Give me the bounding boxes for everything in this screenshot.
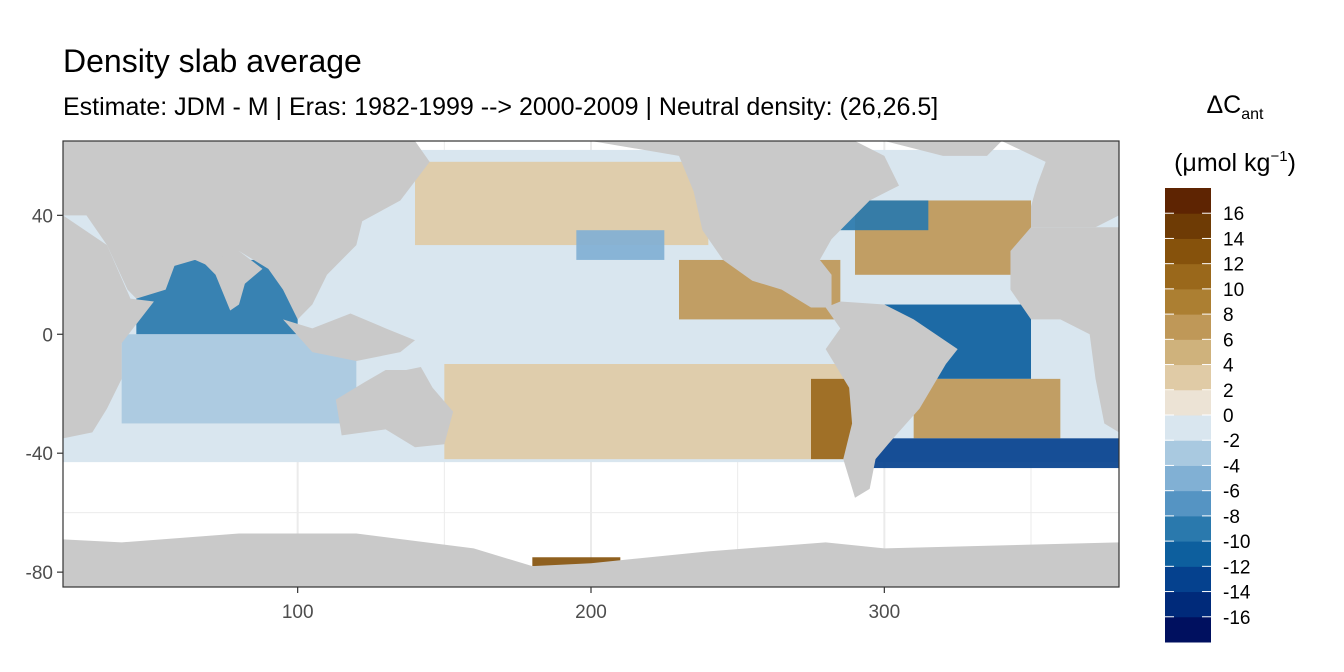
colorbar-bin <box>1165 288 1211 315</box>
colorbar: 16 14 12 10 8 6 4 2 0 -2 -4 -6 -8 -10 -12 -14 -16 <box>1165 188 1251 643</box>
ocean-field <box>63 149 1119 567</box>
land-europe <box>1001 141 1119 228</box>
colorbar-label: 8 <box>1223 305 1234 326</box>
colorbar-label: 2 <box>1223 381 1234 402</box>
colorbar-bin <box>1165 314 1211 340</box>
chart-subtitle: Estimate: JDM - M | Eras: 1982-1999 --> … <box>63 93 939 121</box>
colorbar-bin <box>1165 263 1211 290</box>
colorbar-bin <box>1165 541 1211 567</box>
colorbar-label: -4 <box>1223 456 1240 477</box>
x-tick-label: 300 <box>868 602 900 623</box>
x-tick-label: 200 <box>575 602 607 623</box>
colorbar-label: 14 <box>1223 229 1245 250</box>
colorbar-label: 0 <box>1223 406 1234 427</box>
region-cell <box>444 364 855 460</box>
colorbar-label: -6 <box>1223 482 1240 503</box>
colorbar-bin <box>1165 465 1211 492</box>
colorbar-bin <box>1165 440 1211 466</box>
land-antarctica <box>63 533 1119 587</box>
x-tick-label: 100 <box>282 602 314 623</box>
colorbar-bin <box>1165 238 1211 265</box>
land-indian-subcontinent <box>203 251 263 311</box>
land-africa-east <box>1010 227 1119 433</box>
colorbar-bin <box>1165 389 1211 416</box>
colorbar-label: 16 <box>1223 204 1244 225</box>
region-cell <box>855 438 1119 469</box>
colorbar-label: -8 <box>1223 507 1240 528</box>
colorbar-bin <box>1165 188 1211 214</box>
land-eurasia <box>63 141 430 320</box>
region-cell <box>532 557 621 567</box>
colorbar-bin <box>1165 364 1211 391</box>
land-australia <box>335 366 454 448</box>
land-maritime-asia <box>283 313 415 362</box>
land-north-america <box>473 141 899 308</box>
y-tick-label: 0 <box>42 325 53 346</box>
colorbar-bin <box>1165 213 1211 239</box>
colorbar-bin <box>1165 591 1211 618</box>
legend-title-symbol: ΔCant <box>1206 91 1264 123</box>
y-tick-label: -40 <box>26 444 53 465</box>
colorbar-label: -12 <box>1223 557 1250 578</box>
colorbar-label: -10 <box>1223 532 1250 553</box>
colorbar-label: 6 <box>1223 330 1234 351</box>
region-cell <box>913 378 1061 439</box>
legend-title: ΔCant (μmol kg−1) <box>1160 84 1310 184</box>
colorbar-label: -16 <box>1223 608 1250 629</box>
colorbar-bin <box>1165 616 1211 643</box>
colorbar-bin <box>1165 490 1211 517</box>
colorbar-bin <box>1165 415 1211 441</box>
colorbar-bin <box>1165 566 1211 593</box>
region-cell <box>415 161 709 246</box>
colorbar-label: 4 <box>1223 356 1234 377</box>
colorbar-bin <box>1165 339 1211 366</box>
land-africa <box>63 215 154 439</box>
region-cell <box>77 423 386 460</box>
colorbar-label: -14 <box>1223 583 1251 604</box>
y-tick-label: -80 <box>26 563 53 584</box>
region-cell <box>576 230 665 260</box>
legend-title-units: (μmol kg−1) <box>1174 148 1296 177</box>
colorbar-label: -2 <box>1223 431 1240 452</box>
land-south-america <box>825 301 958 498</box>
y-tick-label: 40 <box>32 206 53 227</box>
chart-title: Density slab average <box>63 43 362 79</box>
land-mask <box>63 141 1119 587</box>
land-greenland <box>884 141 1002 156</box>
colorbar-label: 10 <box>1223 280 1244 301</box>
colorbar-label: 12 <box>1223 255 1244 276</box>
colorbar-bin <box>1165 515 1211 542</box>
